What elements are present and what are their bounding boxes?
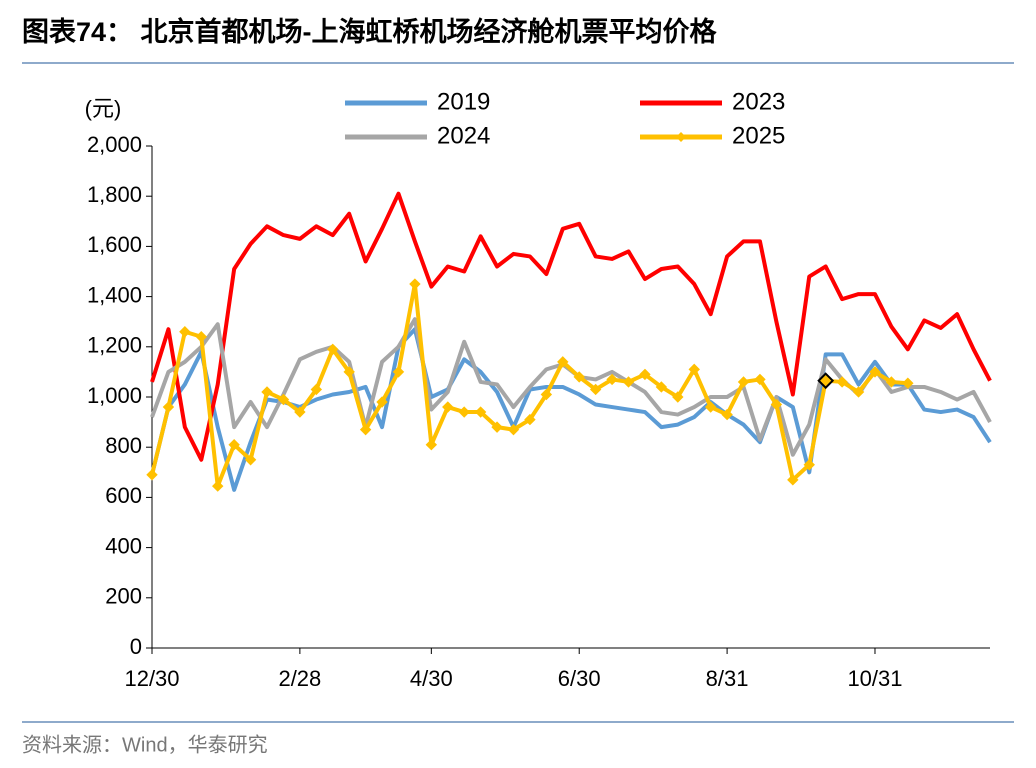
series-marker	[589, 383, 602, 396]
series-marker	[721, 408, 733, 421]
y-tick-label: 1,200	[87, 333, 142, 358]
series-marker	[869, 366, 881, 378]
series-marker	[425, 438, 438, 451]
series-marker	[146, 469, 158, 481]
series-marker	[195, 331, 208, 343]
series-marker	[704, 401, 717, 413]
series-marker	[474, 406, 487, 418]
series-marker	[442, 401, 454, 413]
legend-label: 2023	[732, 88, 785, 115]
y-axis-unit: (元)	[85, 96, 122, 121]
y-tick-label: 1,400	[87, 282, 142, 307]
series-marker	[359, 423, 372, 436]
series-marker	[228, 438, 240, 451]
x-tick-label: 2/28	[278, 666, 321, 691]
series-marker	[754, 373, 766, 386]
x-tick-label: 4/30	[410, 666, 453, 691]
series-marker	[409, 278, 421, 290]
series-marker	[540, 388, 553, 401]
series-marker	[162, 401, 175, 413]
y-tick-label: 600	[105, 483, 142, 508]
legend-marker	[676, 132, 686, 142]
series-marker	[310, 383, 323, 396]
chart-title: 图表74： 北京首都机场-上海虹桥机场经济舱机票平均价格	[22, 16, 718, 47]
source-note: 资料来源：Wind，华泰研究	[22, 733, 268, 756]
y-tick-label: 200	[105, 584, 142, 609]
series-marker	[622, 376, 635, 388]
series-marker	[244, 454, 257, 466]
legend-label: 2025	[732, 122, 785, 149]
y-tick-label: 1,800	[87, 182, 142, 207]
series-marker	[376, 396, 388, 408]
y-tick-label: 2,000	[87, 132, 142, 157]
series-marker	[458, 406, 470, 418]
series-line	[150, 191, 992, 462]
x-tick-label: 6/30	[558, 666, 601, 691]
series-marker	[902, 377, 914, 389]
series-marker	[557, 356, 569, 368]
highlight-marker	[817, 372, 835, 390]
series-marker	[770, 398, 783, 411]
series-marker	[852, 386, 865, 398]
series-marker	[606, 373, 618, 386]
series-marker	[836, 376, 848, 388]
y-tick-label: 0	[130, 634, 142, 659]
x-tick-label: 8/31	[706, 666, 749, 691]
series-marker	[688, 363, 700, 376]
series-marker	[343, 366, 355, 378]
x-tick-label: 10/31	[847, 666, 902, 691]
x-tick-label: 12/30	[124, 666, 179, 691]
series-marker	[491, 421, 503, 433]
y-tick-label: 1,000	[87, 383, 142, 408]
series-marker	[392, 366, 405, 378]
y-tick-label: 1,600	[87, 232, 142, 257]
series-marker	[294, 406, 306, 418]
series-marker	[639, 368, 651, 381]
series-marker	[277, 393, 290, 406]
series-marker	[885, 376, 898, 388]
series-marker	[212, 480, 224, 492]
y-tick-label: 800	[105, 433, 142, 458]
series-marker	[573, 371, 585, 383]
series-marker	[179, 326, 191, 338]
y-tick-label: 400	[105, 533, 142, 558]
legend-label: 2024	[437, 122, 490, 149]
series-marker	[672, 391, 684, 403]
series-marker	[327, 343, 339, 356]
series-marker	[787, 474, 799, 486]
series-marker	[655, 381, 668, 393]
legend-label: 2019	[437, 88, 490, 115]
series-marker	[524, 413, 536, 426]
series-marker	[507, 423, 520, 436]
series-marker	[803, 459, 815, 471]
series-marker	[737, 376, 750, 388]
series-marker	[261, 386, 273, 398]
